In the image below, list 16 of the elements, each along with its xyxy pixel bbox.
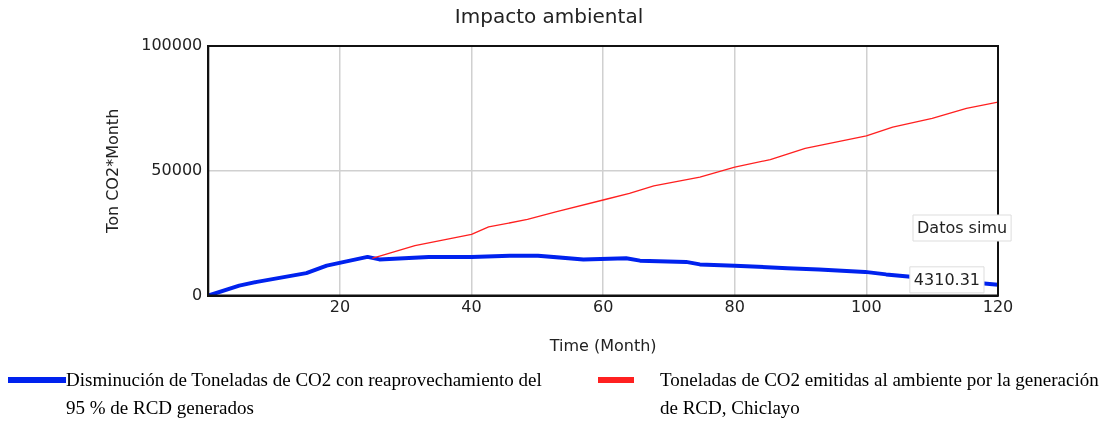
- x-tick-label: 100: [851, 297, 882, 317]
- x-tick-label: 80: [724, 297, 745, 317]
- y-tick-label: 100000: [141, 35, 203, 55]
- annotation: 4310.31: [913, 270, 981, 289]
- legend-label: Disminución de Toneladas de CO2 con reaprovechamiento del 95 % de RCD generados: [66, 368, 543, 420]
- x-tick-label: 40: [461, 297, 482, 317]
- x-axis-title: Time (Month): [548, 335, 657, 355]
- legend-label: Toneladas de CO2 emitidas al ambiente por la generación de RCD, Chiclayo: [660, 368, 1100, 420]
- x-tick-label: 120: [982, 297, 1014, 317]
- y-axis-title: Ton CO2*Month: [102, 108, 122, 234]
- x-tick-label: 60: [592, 297, 614, 317]
- y-tick-label: 0: [192, 284, 203, 304]
- chart-title: Impacto ambiental: [454, 4, 644, 29]
- x-tick-label: 20: [329, 297, 351, 317]
- y-tick-label: 50000: [151, 159, 203, 179]
- annotation: Datos simu: [917, 218, 1008, 238]
